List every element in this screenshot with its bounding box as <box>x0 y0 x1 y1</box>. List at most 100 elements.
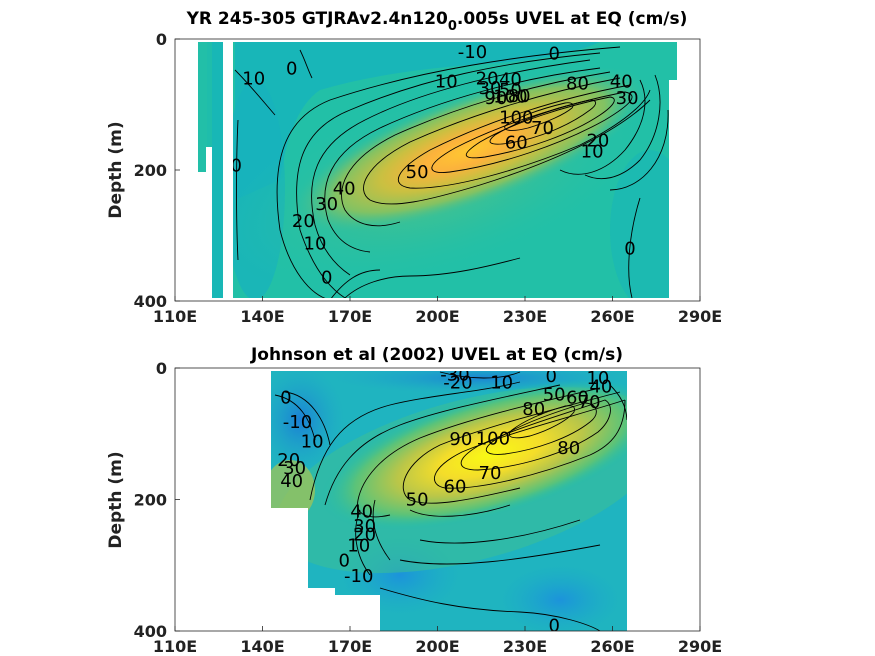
x-tick-label: 230E <box>503 637 547 656</box>
data-gap <box>212 298 223 301</box>
contour-line <box>309 381 521 501</box>
contour-label: 60 <box>444 476 467 497</box>
contour-line <box>628 197 641 299</box>
x-tick-label: 200E <box>415 307 459 326</box>
contour-label: -30 <box>440 365 469 386</box>
contour-label: -10 <box>283 412 312 433</box>
contour-line <box>584 74 661 180</box>
contour-label: 40 <box>589 376 612 397</box>
contour-line <box>504 102 574 131</box>
contour-line <box>431 91 633 173</box>
contour-label: 30 <box>283 458 306 479</box>
contour-label: 40 <box>499 70 522 91</box>
contour-label: 70 <box>479 463 502 484</box>
field-block <box>669 42 677 80</box>
field-blob <box>235 42 600 200</box>
x-tick-label: 170E <box>328 307 372 326</box>
data-gap <box>175 368 380 631</box>
contour-line <box>398 84 651 189</box>
panel-bottom-y-axis-label: Depth (m) <box>106 451 126 548</box>
contour-label: 0 <box>548 43 559 64</box>
contour-line <box>344 257 521 299</box>
contour-line <box>609 109 669 191</box>
data-gap <box>233 298 669 301</box>
contour-label: 10 <box>304 233 327 254</box>
contour-line <box>299 49 313 79</box>
contour-line <box>329 269 381 301</box>
contour-label: 30 <box>479 78 502 99</box>
field-blob <box>290 66 650 234</box>
contour-line <box>296 52 601 299</box>
x-tick-label: 110E <box>153 637 197 656</box>
x-tick-label: 170E <box>328 637 372 656</box>
data-gap <box>175 39 700 42</box>
x-tick-label: 110E <box>153 307 197 326</box>
contour-label: 80 <box>566 74 589 95</box>
x-tick-label: 260E <box>590 637 634 656</box>
y-tick-label: 0 <box>156 30 167 49</box>
contour-label: 40 <box>610 72 633 93</box>
contour-line <box>379 587 601 631</box>
contour-line <box>419 519 581 544</box>
contour-label: 90 <box>484 88 507 109</box>
contour-label: 0 <box>548 616 559 637</box>
contour-label: 10 <box>347 536 370 557</box>
contour-label: -10 <box>458 42 487 63</box>
contour-label: 10 <box>586 368 609 389</box>
field-blob <box>320 379 660 531</box>
contour-line <box>324 384 561 506</box>
data-gap <box>198 172 206 301</box>
contour-label: 50 <box>543 384 566 405</box>
x-tick-label: 290E <box>678 637 722 656</box>
panel-top-y-axis-label: Depth (m) <box>106 121 126 218</box>
contour-label: -10 <box>344 566 373 587</box>
contour-line <box>234 69 276 116</box>
contour-label: 70 <box>531 118 554 139</box>
contour-label: 30 <box>315 194 338 215</box>
contour-label: 20 <box>586 131 609 152</box>
field-blob <box>265 460 315 520</box>
contour-label: 10 <box>435 72 458 93</box>
x-tick-label: 230E <box>503 307 547 326</box>
contour-label: 10 <box>301 432 324 453</box>
y-tick-label: 400 <box>134 622 167 641</box>
contour-label: 80 <box>522 399 545 420</box>
x-tick-label: 200E <box>415 637 459 656</box>
contour-label: 0 <box>546 366 557 387</box>
contour-line <box>465 96 615 159</box>
y-tick-label: 200 <box>134 161 167 180</box>
contour-line <box>489 99 597 145</box>
contour-line <box>609 384 628 421</box>
y-tick-label: 0 <box>156 359 167 378</box>
contour-label: 0 <box>338 551 349 572</box>
contour-label: 10 <box>581 142 604 163</box>
contour-label: 100 <box>493 87 527 108</box>
contour-label: 50 <box>499 80 522 101</box>
contour-label: 80 <box>508 86 531 107</box>
contour-label: 0 <box>280 388 291 409</box>
data-gap <box>175 39 196 301</box>
contour-label: 90 <box>449 429 472 450</box>
contour-label: 30 <box>353 516 376 537</box>
contour-label: -20 <box>443 372 472 393</box>
contour-label: 50 <box>406 490 429 511</box>
field-block <box>207 42 216 147</box>
contour-label: 20 <box>292 211 315 232</box>
panel-bottom-contours <box>274 371 628 631</box>
contour-label: 70 <box>578 392 601 413</box>
field-blob <box>255 368 345 475</box>
contour-line <box>276 46 621 301</box>
contour-label: 30 <box>616 88 639 109</box>
x-tick-label: 290E <box>678 307 722 326</box>
data-gap <box>223 39 233 301</box>
field-block <box>212 42 223 298</box>
contour-line <box>324 67 601 253</box>
data-gap <box>206 147 212 301</box>
contour-label: 10 <box>490 372 513 393</box>
contour-line <box>372 499 391 561</box>
panel-top: YR 245-305 GTJRAv2.4n1200.005s UVEL at E… <box>106 9 723 326</box>
